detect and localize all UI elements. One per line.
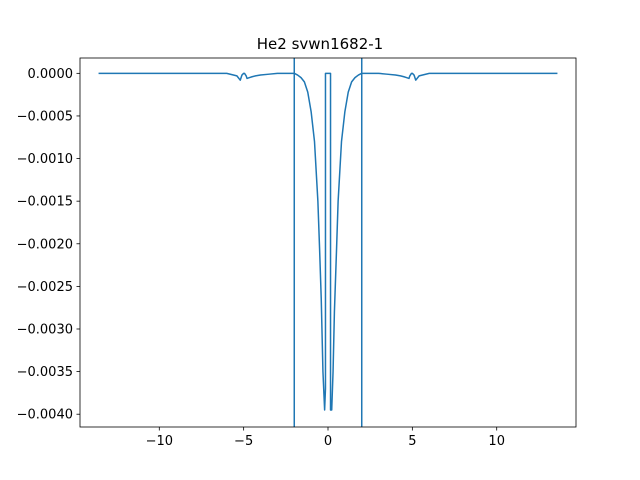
x-tick-label: −5 xyxy=(234,434,253,449)
x-tick-label: 10 xyxy=(488,434,505,449)
y-tick-label: −0.0025 xyxy=(17,280,73,295)
plot-area xyxy=(79,57,577,428)
x-tick-label: 0 xyxy=(324,434,332,449)
y-tick-label: −0.0030 xyxy=(17,322,73,337)
y-tick-label: −0.0035 xyxy=(17,365,73,380)
y-tick-label: 0.0000 xyxy=(28,67,74,82)
series-line-1 xyxy=(98,72,558,411)
y-axis: 0.0000 −0.0005 −0.0010 −0.0015 −0.0020 −0.002… xyxy=(17,67,80,423)
y-tick-label: −0.0015 xyxy=(17,195,73,210)
y-tick-label: −0.0010 xyxy=(17,152,73,167)
x-tick-label: −10 xyxy=(146,434,173,449)
chart-title: He2 svwn1682-1 xyxy=(257,35,383,53)
x-axis: −10 −5 0 5 10 xyxy=(146,427,505,449)
x-tick-label: 5 xyxy=(408,434,416,449)
y-tick-label: −0.0040 xyxy=(17,408,73,423)
y-tick-label: −0.0020 xyxy=(17,237,73,252)
axes-frame xyxy=(79,57,577,428)
y-tick-label: −0.0005 xyxy=(17,109,73,124)
series-group xyxy=(98,72,558,411)
vertical-lines xyxy=(293,58,363,427)
